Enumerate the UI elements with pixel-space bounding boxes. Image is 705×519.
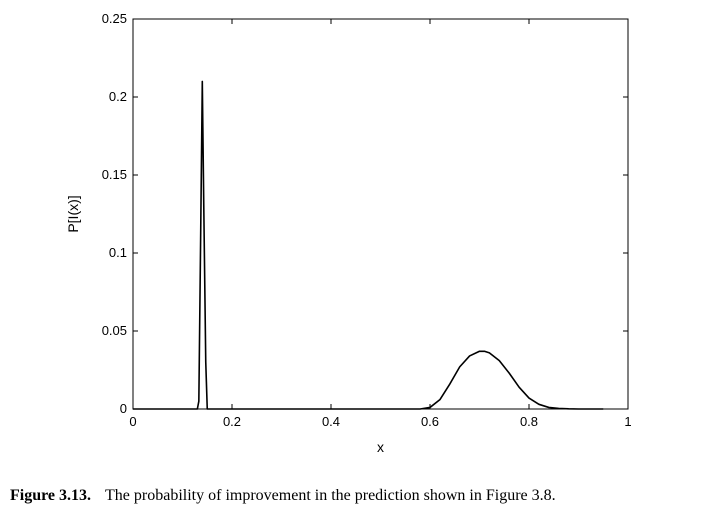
axis-ticks [132, 18, 629, 410]
axes-box [132, 18, 629, 410]
x-tick-label: 0 [129, 414, 136, 429]
y-tick-label: 0.15 [102, 167, 127, 182]
axes-frame [132, 18, 629, 410]
y-tick-label: 0 [120, 401, 127, 416]
y-tick-label: 0.2 [109, 89, 127, 104]
chart-svg: 0 0.2 0.4 0.6 0.8 1 0 0.05 0.1 0.15 0.2 0.25 x P[I(… [65, 11, 632, 455]
x-tick-label: 0.4 [322, 414, 340, 429]
plot-area [133, 80, 604, 410]
x-tick-label: 0.8 [520, 414, 538, 429]
x-tick-label: 0.2 [223, 414, 241, 429]
y-axis-label: P[I(x)] [65, 195, 81, 232]
series-line-0 [133, 80, 604, 410]
figure-caption: Figure 3.13. The probability of improveme… [10, 487, 700, 505]
y-tick-label: 0.05 [102, 323, 127, 338]
tick-labels: 0 0.2 0.4 0.6 0.8 1 0 0.05 0.1 0.15 0.2 0.25 [102, 11, 632, 429]
x-tick-label: 0.6 [421, 414, 439, 429]
x-tick-label: 1 [624, 414, 631, 429]
caption-text: The probability of improvement in the pr… [105, 487, 556, 504]
y-tick-label: 0.25 [102, 11, 127, 26]
figure-number: Figure 3.13. [10, 487, 92, 504]
y-tick-label: 0.1 [109, 245, 127, 260]
x-axis-label: x [377, 439, 384, 455]
